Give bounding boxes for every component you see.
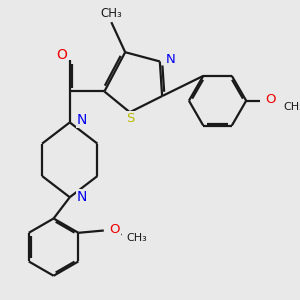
Text: S: S bbox=[127, 112, 135, 125]
Text: CH₃: CH₃ bbox=[126, 233, 147, 243]
Text: N: N bbox=[166, 52, 175, 66]
Text: N: N bbox=[77, 113, 87, 127]
Text: O: O bbox=[266, 93, 276, 106]
Text: CH₃: CH₃ bbox=[283, 102, 300, 112]
Text: O: O bbox=[56, 47, 67, 61]
Text: O: O bbox=[109, 223, 120, 236]
Text: CH₃: CH₃ bbox=[100, 8, 122, 20]
Text: N: N bbox=[77, 190, 87, 204]
